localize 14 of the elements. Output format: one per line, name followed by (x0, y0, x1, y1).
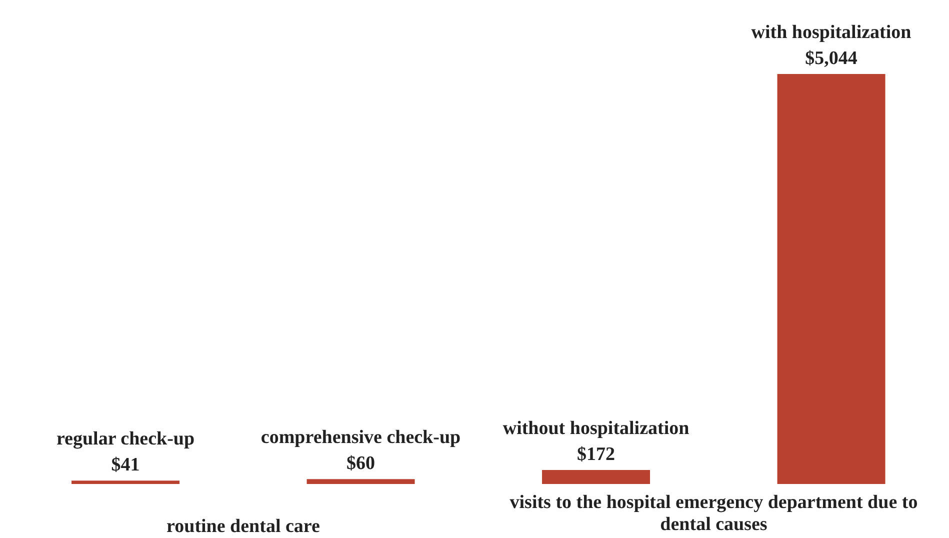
x-tick-label: regular check-up (56, 428, 195, 450)
x-tick-label: without hospitalization (502, 418, 690, 440)
bar (72, 480, 180, 484)
data-label: $172 (577, 444, 616, 466)
bar (306, 479, 415, 484)
data-label: $60 (346, 453, 376, 474)
x-tick-label: with hospitalization (751, 22, 912, 43)
x-tick-label: comprehensive check-up (260, 427, 461, 448)
data-label: $41 (111, 454, 140, 476)
bar (542, 470, 650, 484)
bar (777, 74, 886, 484)
text: routine dental care (166, 516, 321, 538)
text: visits to the hospital emergency department due to dental causes (508, 492, 919, 537)
data-label: $5,044 (805, 48, 858, 69)
